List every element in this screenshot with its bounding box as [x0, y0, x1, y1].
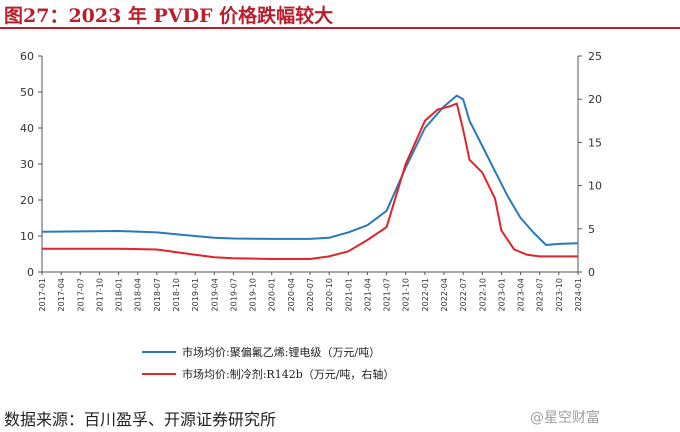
x-tick-label: 2017-01 — [38, 278, 47, 311]
x-tick-label: 2021-01 — [344, 278, 353, 311]
x-tick-label: 2018-01 — [115, 278, 124, 311]
chart-title: 图27：2023 年 PVDF 价格跌幅较大 — [4, 5, 334, 27]
x-tick-label: 2017-10 — [95, 278, 104, 311]
x-tick-label: 2020-07 — [306, 278, 315, 311]
x-tick-label: 2021-07 — [383, 278, 392, 311]
right-tick-label: 15 — [588, 136, 602, 149]
plot-area — [41, 94, 579, 260]
right-tick-label: 10 — [588, 180, 602, 193]
x-tick-label: 2023-01 — [497, 278, 506, 311]
x-tick-label: 2019-04 — [210, 278, 219, 311]
x-tick-label: 2020-10 — [325, 278, 334, 311]
x-tick-label: 2017-04 — [57, 278, 66, 311]
left-tick-label: 20 — [20, 194, 34, 207]
left-tick-label: 10 — [20, 230, 34, 243]
x-tick-label: 2019-07 — [229, 278, 238, 311]
x-tick-label: 2018-10 — [172, 278, 181, 311]
right-tick-label: 20 — [588, 93, 602, 106]
x-tick-label: 2018-07 — [153, 278, 162, 311]
x-tick-label: 2023-04 — [517, 278, 526, 311]
x-tick-label: 2021-10 — [402, 278, 411, 311]
x-tick-label: 2024-01 — [574, 278, 583, 311]
left-tick-label: 60 — [20, 50, 34, 63]
pvdf-price-chart: 0 10 20 30 40 50 60 0 5 10 15 20 25 2017-01 2017-04 201… — [20, 50, 602, 381]
left-tick-label: 50 — [20, 86, 34, 99]
left-tick-label: 0 — [27, 266, 34, 279]
right-tick-label: 0 — [588, 266, 595, 279]
axes: 0 10 20 30 40 50 60 0 5 10 15 20 25 2017-01 2017-04 201… — [20, 50, 602, 311]
x-tick-label: 2022-04 — [440, 278, 449, 311]
x-tick-label: 2022-01 — [421, 278, 430, 311]
x-tick-label: 2023-07 — [536, 278, 545, 311]
legend-label-pvdf: 市场均价:聚偏氟乙烯:锂电级（万元/吨） — [182, 345, 380, 359]
left-tick-label: 30 — [20, 158, 34, 171]
x-tick-label: 2021-04 — [363, 278, 372, 311]
source-note: 数据来源：百川盈孚、开源证券研究所 — [4, 410, 277, 429]
series-line-r142b — [42, 102, 578, 260]
x-tick-label: 2022-10 — [478, 278, 487, 311]
series-line-pvdf — [41, 94, 579, 246]
right-tick-label: 5 — [588, 223, 595, 236]
watermark: @星空财富 — [530, 410, 600, 426]
right-tick-label: 25 — [588, 50, 602, 63]
x-tick-label: 2019-01 — [191, 278, 200, 311]
title-divider — [0, 27, 680, 29]
x-tick-label: 2017-07 — [76, 278, 85, 311]
x-tick-label: 2019-10 — [249, 278, 258, 311]
x-tick-label: 2020-01 — [268, 278, 277, 311]
x-tick-label: 2022-07 — [459, 278, 468, 311]
x-tick-label: 2023-10 — [555, 278, 564, 311]
x-tick-label: 2018-04 — [134, 278, 143, 311]
left-tick-label: 40 — [20, 122, 34, 135]
x-tick-label: 2020-04 — [287, 278, 296, 311]
legend: 市场均价:聚偏氟乙烯:锂电级（万元/吨） 市场均价:制冷剂:R142b（万元/吨，… — [142, 345, 394, 381]
legend-label-r142b: 市场均价:制冷剂:R142b（万元/吨，右轴） — [182, 367, 394, 381]
